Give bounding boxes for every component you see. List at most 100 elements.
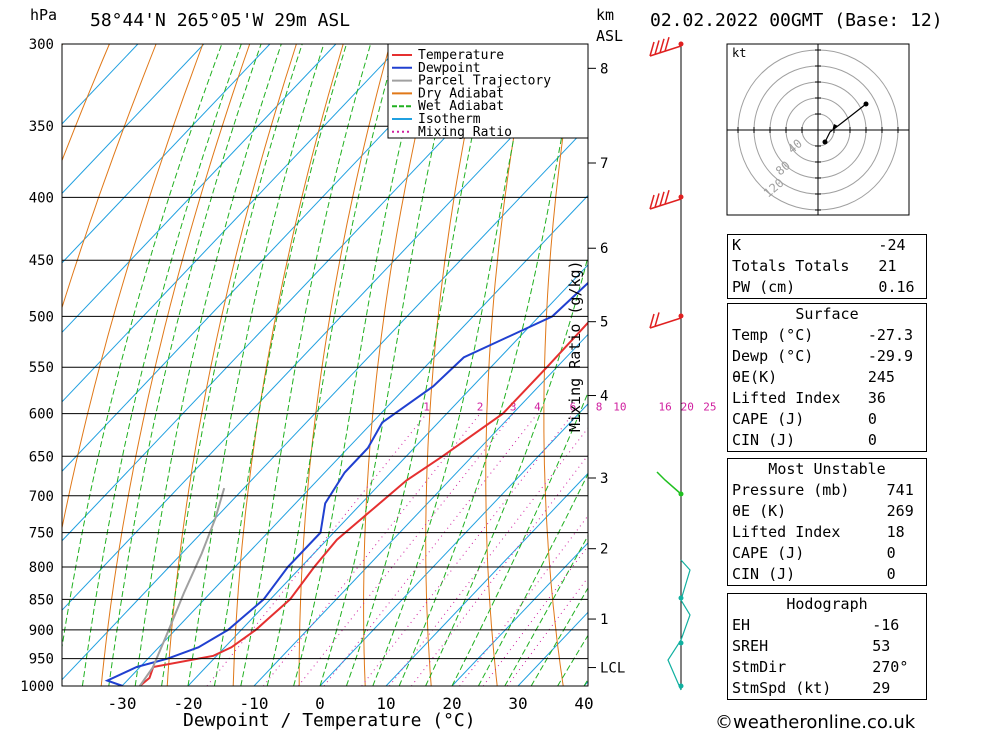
wet-adiabat-line	[240, 44, 372, 686]
pressure-tick-label: 300	[29, 37, 54, 53]
hodograph-unit: kt	[732, 46, 746, 60]
wind-barb-feather	[649, 41, 655, 57]
hodograph-row-label: StmSpd (kt)	[732, 679, 832, 697]
hodograph-row-value: -16	[872, 616, 900, 634]
isotherm-line	[385, 472, 588, 686]
pressure-tick-label: 700	[29, 489, 54, 505]
isotherm-line	[121, 194, 588, 686]
mixing-ratio-label: 1	[423, 401, 430, 414]
height-ref-label: ASL	[596, 27, 624, 45]
surface-row-label: CAPE (J)	[732, 410, 805, 428]
most-unstable-row-label: CAPE (J)	[732, 544, 805, 562]
temp-tick-label: -30	[108, 694, 137, 713]
k-value: -24	[878, 236, 906, 254]
mixing-ratio-label: 20	[681, 401, 694, 414]
tt-value: 21	[878, 257, 897, 275]
temp-tick-label: 0	[315, 694, 325, 713]
wind-barb-feather	[664, 189, 670, 205]
mixing-ratio-line	[262, 413, 481, 686]
hodograph-row-value: 270°	[872, 658, 909, 676]
x-axis-label: Dewpoint / Temperature (°C)	[183, 710, 476, 731]
most-unstable-row-label: Pressure (mb)	[732, 481, 850, 499]
surface-row-label: Temp (°C)	[732, 326, 814, 344]
credit-text: ©weatheronline.co.uk	[715, 712, 916, 733]
mixing-ratio-label: 4	[534, 401, 541, 414]
mixing-ratio-axis-label: Mixing Ratio (g/kg)	[566, 260, 584, 432]
dry-adiabat-line	[62, 44, 110, 162]
mixing-ratio-line	[411, 454, 588, 686]
mixing-ratio-line	[388, 427, 588, 686]
wind-level-dot	[678, 313, 684, 319]
wind-barb-feather	[654, 193, 660, 208]
legend-item-label: Temperature	[418, 48, 504, 63]
temp-tick-label: 30	[508, 694, 527, 713]
dry-adiabat-line	[62, 44, 157, 310]
pressure-tick-label: 500	[29, 309, 54, 325]
pw-value: 0.16	[878, 278, 915, 296]
height-tick-label: 3	[600, 471, 608, 487]
wet-adiabat-line	[319, 44, 457, 686]
location-title: 58°44'N 265°05'W 29m ASL	[90, 10, 351, 31]
dry-adiabat-line	[232, 44, 344, 686]
pw-label: PW (cm)	[732, 278, 796, 296]
legend-frame	[387, 43, 589, 139]
isotherm-line	[62, 44, 535, 542]
pressure-tick-label: 850	[29, 592, 54, 608]
dry-adiabat-line	[655, 44, 696, 686]
most-unstable-row-label: CIN (J)	[732, 565, 796, 583]
height-tick-label: 6	[600, 241, 608, 257]
most-unstable-table: Most Unstable Pressure (mb) 741 θE (K) 269 Li…	[727, 458, 927, 586]
height-tick-label: 2	[600, 542, 608, 558]
surface-row-value: 0	[867, 410, 877, 428]
most-unstable-row-label: Lifted Index	[732, 523, 841, 541]
surface-row-label: CIN (J)	[732, 431, 796, 449]
temp-tick-label: 40	[574, 694, 593, 713]
wet-adiabat-line	[213, 44, 347, 686]
pressure-tick-label: 1000	[20, 679, 54, 695]
wet-adiabat-line	[530, 586, 588, 686]
wet-adiabat-line	[293, 44, 426, 686]
isotherm-line	[62, 44, 271, 264]
isotherm-line	[187, 264, 588, 686]
mixing-ratio-label: 3	[510, 401, 517, 414]
surface-row-label: Dewp (°C)	[732, 347, 814, 365]
height-tick-label: LCL	[600, 661, 625, 677]
mixing-ratio-label: 16	[658, 401, 671, 414]
isotherm-line	[62, 44, 205, 195]
mixing-ratio-line	[297, 413, 514, 686]
wind-barb-feather	[659, 191, 665, 207]
dry-adiabat-line	[166, 44, 297, 686]
mixing-ratio-line	[482, 545, 588, 686]
tt-label: Totals Totals	[732, 257, 850, 275]
temp-tick-label: 20	[442, 694, 461, 713]
hodograph-point	[822, 139, 828, 145]
hodograph-title: Hodograph	[786, 595, 868, 613]
legend-item-label: Mixing Ratio	[418, 125, 512, 140]
surface-title: Surface	[795, 305, 859, 323]
hodograph-row-label: StmDir	[732, 658, 787, 676]
mixing-ratio-label: 2	[477, 401, 484, 414]
mixing-ratio-label: 6	[570, 401, 577, 414]
most-unstable-row-value: 269	[886, 502, 914, 520]
series-dewpoint	[104, 281, 588, 686]
mixing-ratio-label: 25	[703, 401, 716, 414]
wet-adiabat-line	[425, 254, 588, 686]
most-unstable-row-value: 0	[886, 544, 896, 562]
dry-adiabat-line	[951, 44, 1000, 686]
most-unstable-row-value: 741	[886, 481, 914, 499]
datetime-title: 02.02.2022 00GMT (Base: 12)	[650, 10, 943, 31]
surface-row-value: 36	[867, 389, 886, 407]
isotherm-line	[319, 403, 588, 686]
wind-barb-feather	[659, 38, 665, 54]
wet-adiabat-line	[477, 472, 588, 686]
temp-tick-label: -10	[240, 694, 269, 713]
height-tick-label: 1	[600, 612, 608, 628]
wet-adiabat-line	[81, 44, 242, 686]
wet-adiabat-line	[504, 534, 588, 686]
height-unit-label: km	[596, 6, 615, 24]
hodograph-row-value: 53	[872, 637, 891, 655]
hodograph-row-label: SREH	[732, 637, 769, 655]
temp-tick-label: 10	[376, 694, 395, 713]
pressure-tick-label: 400	[29, 190, 54, 206]
temp-tick-label: -20	[174, 694, 203, 713]
